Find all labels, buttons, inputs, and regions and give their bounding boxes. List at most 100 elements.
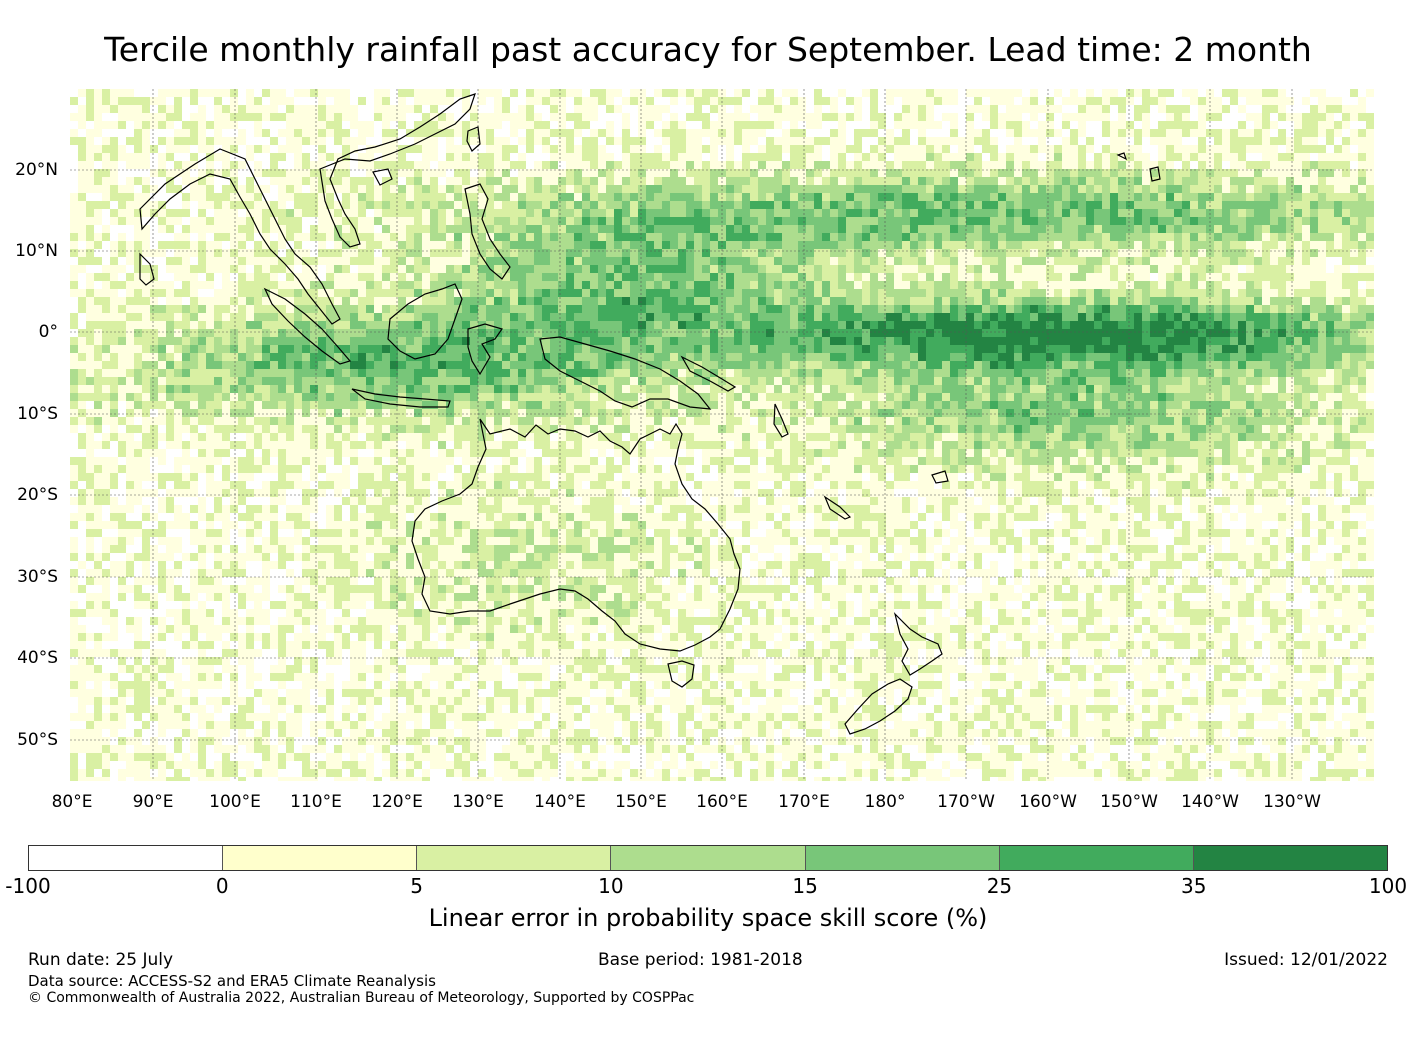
skill-cell [422,113,430,121]
skill-cell [1238,393,1246,401]
skill-cell [1142,105,1150,113]
skill-cell [1054,217,1062,225]
skill-cell [1142,289,1150,297]
skill-cell [686,265,694,273]
skill-cell [326,273,334,281]
skill-cell [1214,201,1222,209]
skill-cell [566,265,574,273]
skill-cell [638,321,646,329]
skill-cell [454,241,462,249]
skill-cell [1054,273,1062,281]
skill-cell [286,321,294,329]
skill-cell [1230,129,1238,137]
skill-cell [1286,217,1294,225]
skill-cell [750,385,758,393]
skill-cell [614,113,622,121]
skill-cell [998,281,1006,289]
skill-cell [1174,281,1182,289]
skill-cell [1358,169,1366,177]
skill-cell [894,113,902,121]
skill-cell [838,201,846,209]
skill-cell [790,313,798,321]
skill-cell [918,113,926,121]
skill-cell [1062,305,1070,313]
skill-cell [1222,337,1230,345]
skill-cell [550,105,558,113]
skill-cell [862,305,870,313]
skill-cell [726,161,734,169]
skill-cell [886,345,894,353]
skill-cell [590,249,598,257]
skill-cell [1110,273,1118,281]
skill-cell [694,169,702,177]
skill-cell [206,289,214,297]
skill-cell [134,257,142,265]
skill-cell [1102,105,1110,113]
skill-cell [958,201,966,209]
skill-cell [830,289,838,297]
skill-cell [1302,321,1310,329]
skill-cell [1190,281,1198,289]
skill-cell [1246,153,1254,161]
skill-cell [198,241,206,249]
skill-cell [406,305,414,313]
skill-cell [318,393,326,401]
skill-cell [270,353,278,361]
skill-cell [950,305,958,313]
skill-cell [1214,377,1222,385]
skill-cell [1126,329,1134,337]
skill-cell [310,281,318,289]
skill-cell [222,361,230,369]
skill-cell [1166,185,1174,193]
skill-cell [270,169,278,177]
skill-cell [574,329,582,337]
skill-cell [102,169,110,177]
skill-cell [678,105,686,113]
skill-cell [318,249,326,257]
skill-cell [438,193,446,201]
skill-cell [710,233,718,241]
skill-cell [1270,321,1278,329]
skill-cell [1062,393,1070,401]
skill-cell [654,337,662,345]
skill-cell [190,297,198,305]
skill-cell [1118,97,1126,105]
skill-cell [1134,209,1142,217]
skill-cell [1062,233,1070,241]
skill-cell [502,185,510,193]
skill-cell [950,321,958,329]
skill-cell [1174,249,1182,257]
skill-cell [894,313,902,321]
skill-cell [510,385,518,393]
skill-cell [1166,225,1174,233]
skill-cell [822,233,830,241]
skill-cell [654,265,662,273]
skill-cell [1262,393,1270,401]
skill-cell [694,121,702,129]
skill-cell [190,345,198,353]
skill-cell [942,145,950,153]
skill-cell [510,313,518,321]
skill-cell [686,353,694,361]
skill-cell [1286,121,1294,129]
skill-cell [894,193,902,201]
skill-cell [574,337,582,345]
skill-cell [926,329,934,337]
skill-cell [398,281,406,289]
skill-cell [262,401,270,409]
skill-cell [830,193,838,201]
skill-cell [294,377,302,385]
skill-cell [862,369,870,377]
skill-cell [510,297,518,305]
skill-cell [678,233,686,241]
skill-cell [1182,257,1190,265]
skill-cell [1126,105,1134,113]
skill-cell [542,273,550,281]
skill-cell [710,385,718,393]
skill-cell [1358,193,1366,201]
skill-cell [438,297,446,305]
skill-cell [1086,137,1094,145]
skill-cell [814,129,822,137]
skill-cell [1302,201,1310,209]
skill-cell [1102,385,1110,393]
